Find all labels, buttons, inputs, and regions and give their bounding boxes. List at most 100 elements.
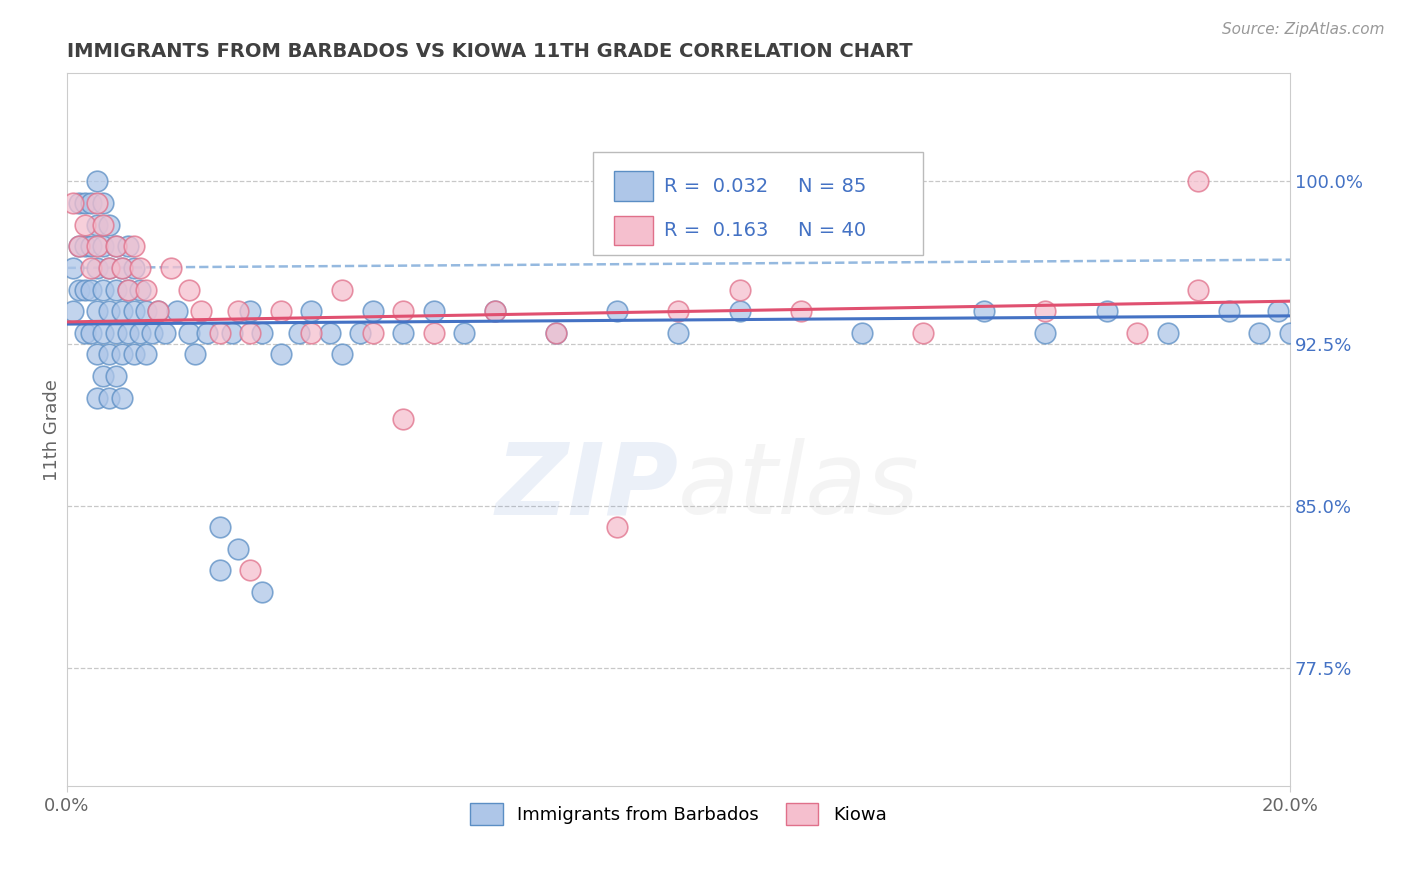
Point (299, 304, 322, 318)
Point (422, 304, 444, 318)
Point (67, 239, 90, 253)
Point (86, 260, 108, 275)
Point (93, 218, 115, 232)
Point (1126, 326, 1149, 340)
Point (190, 304, 212, 318)
FancyBboxPatch shape (593, 152, 922, 255)
Point (122, 239, 145, 253)
Point (104, 368, 127, 383)
Point (973, 304, 995, 318)
Point (73, 326, 96, 340)
Point (453, 326, 475, 340)
FancyBboxPatch shape (613, 216, 652, 245)
Point (104, 239, 127, 253)
Point (1095, 304, 1118, 318)
Point (252, 585, 274, 599)
Point (361, 304, 384, 318)
Point (80, 196, 103, 211)
Point (98, 260, 121, 275)
Point (117, 283, 139, 297)
FancyBboxPatch shape (613, 171, 652, 202)
Point (98, 347, 121, 361)
Text: IMMIGRANTS FROM BARBADOS VS KIOWA 11TH GRADE CORRELATION CHART: IMMIGRANTS FROM BARBADOS VS KIOWA 11TH G… (66, 42, 912, 61)
Point (86, 347, 108, 361)
Point (86, 239, 108, 253)
Point (159, 260, 181, 275)
Point (86, 174, 108, 188)
Point (392, 326, 415, 340)
Point (1187, 174, 1209, 188)
Point (80, 326, 103, 340)
Point (1187, 283, 1209, 297)
Point (422, 326, 444, 340)
Point (141, 326, 163, 340)
Point (1249, 326, 1271, 340)
Point (666, 304, 689, 318)
Point (208, 326, 231, 340)
Point (117, 326, 139, 340)
Point (392, 412, 415, 426)
Text: atlas: atlas (678, 439, 920, 535)
Point (80, 283, 103, 297)
Point (288, 326, 311, 340)
Point (73, 283, 96, 297)
Text: N = 85: N = 85 (799, 177, 866, 195)
Point (153, 326, 176, 340)
Legend: Immigrants from Barbados, Kiowa: Immigrants from Barbados, Kiowa (461, 795, 896, 835)
Point (851, 326, 873, 340)
Point (98, 391, 121, 405)
Point (226, 541, 249, 556)
Point (93, 239, 115, 253)
Text: R =  0.163: R = 0.163 (664, 221, 768, 240)
Point (111, 304, 134, 318)
Point (73, 239, 96, 253)
Point (544, 326, 567, 340)
Point (177, 283, 200, 297)
Text: Source: ZipAtlas.com: Source: ZipAtlas.com (1222, 22, 1385, 37)
Y-axis label: 11th Grade: 11th Grade (44, 379, 60, 481)
Point (484, 304, 506, 318)
Point (122, 260, 145, 275)
Point (252, 326, 274, 340)
Point (208, 563, 231, 577)
Point (135, 347, 157, 361)
Point (62, 260, 84, 275)
Point (93, 368, 115, 383)
Point (728, 304, 751, 318)
Point (111, 347, 134, 361)
Point (98, 218, 121, 232)
Point (606, 520, 628, 534)
Point (111, 260, 134, 275)
Point (330, 283, 353, 297)
Point (62, 304, 84, 318)
Point (73, 196, 96, 211)
Point (129, 260, 152, 275)
Text: ZIP: ZIP (495, 439, 678, 535)
Point (177, 326, 200, 340)
Point (111, 260, 134, 275)
Point (1033, 304, 1056, 318)
Point (98, 304, 121, 318)
Point (148, 304, 170, 318)
Point (392, 304, 415, 318)
Point (544, 326, 567, 340)
Point (67, 283, 90, 297)
Point (728, 283, 751, 297)
Point (117, 239, 139, 253)
Point (1267, 304, 1289, 318)
Point (299, 326, 322, 340)
Point (606, 304, 628, 318)
Point (318, 326, 340, 340)
Point (93, 196, 115, 211)
Point (135, 304, 157, 318)
Point (104, 283, 127, 297)
Point (1218, 304, 1240, 318)
Point (86, 218, 108, 232)
Point (80, 239, 103, 253)
Point (361, 326, 384, 340)
Point (111, 391, 134, 405)
Point (195, 326, 218, 340)
Point (129, 283, 152, 297)
Point (330, 347, 353, 361)
Point (129, 326, 152, 340)
